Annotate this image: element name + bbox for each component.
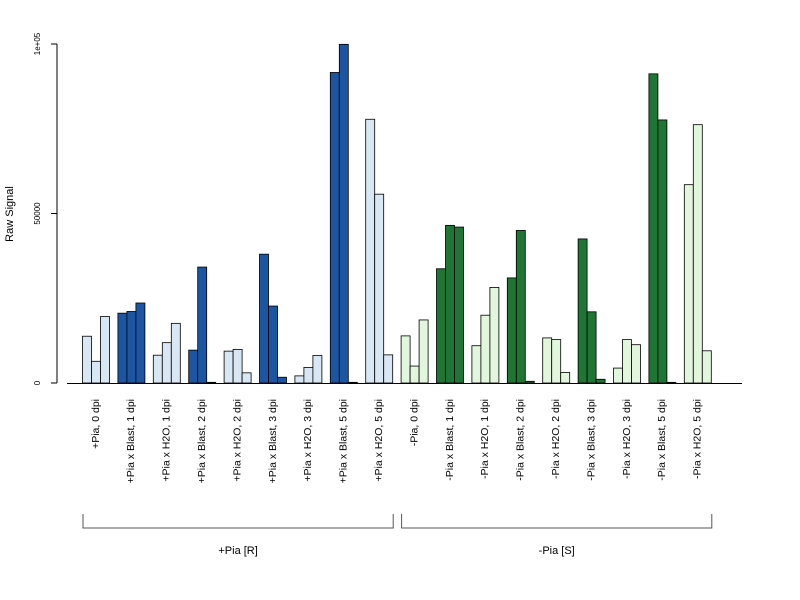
y-tick-label: 1e+05 <box>33 32 42 55</box>
x-tick-label: -Pia x H2O, 1 dpi <box>479 399 491 479</box>
bar <box>418 319 429 384</box>
bar <box>631 344 641 384</box>
bar <box>666 381 677 384</box>
bar <box>294 375 305 384</box>
bar <box>692 124 703 384</box>
bar <box>613 367 623 384</box>
bar <box>100 316 110 384</box>
bar <box>126 311 137 384</box>
bar <box>91 360 101 384</box>
group-bracket <box>82 514 394 529</box>
y-axis: 0 50000 1e+05 <box>33 32 58 385</box>
bar <box>259 253 269 384</box>
bar <box>197 266 208 384</box>
bar <box>152 354 163 384</box>
x-tick-label: +Pia, 0 dpi <box>90 399 102 449</box>
x-tick-label: +Pia x H2O, 1 dpi <box>161 399 173 482</box>
x-tick-label: +Pia x H2O, 5 dpi <box>373 399 385 482</box>
bar <box>383 354 394 384</box>
x-tick-label: +Pia x Blast, 2 dpi <box>196 399 208 483</box>
bar <box>586 311 597 384</box>
group-label: +Pia [R] <box>218 545 257 557</box>
bar <box>542 337 553 384</box>
bar <box>329 72 340 384</box>
bar <box>232 349 243 384</box>
x-tick-label: +Pia x Blast, 5 dpi <box>338 399 350 483</box>
bar <box>268 305 278 384</box>
bar <box>701 350 712 384</box>
y-tick-label: 50000 <box>33 202 42 225</box>
bar <box>170 322 181 384</box>
bar <box>436 268 446 384</box>
bar <box>117 312 128 384</box>
bar <box>347 381 358 384</box>
x-tick-label: -Pia x Blast, 1 dpi <box>444 399 456 481</box>
x-tick-label: -Pia x Blast, 5 dpi <box>656 399 668 481</box>
bar <box>551 339 562 384</box>
bar <box>409 365 420 384</box>
x-tick-label: +Pia x H2O, 2 dpi <box>231 399 243 482</box>
bar <box>648 73 659 384</box>
x-tick-label: +Pia x Blast, 3 dpi <box>267 399 279 483</box>
group-label: -Pia [S] <box>539 545 575 557</box>
bar <box>188 349 199 384</box>
bar <box>506 277 517 384</box>
bar <box>515 230 526 384</box>
group-brackets: +Pia [R] -Pia [S] <box>82 514 713 557</box>
bar <box>135 302 146 384</box>
bar <box>454 226 464 384</box>
bar <box>577 238 588 384</box>
bar <box>480 314 491 384</box>
x-tick-label: -Pia, 0 dpi <box>408 399 420 446</box>
bar <box>560 372 571 384</box>
bar <box>303 367 314 384</box>
bar <box>622 339 632 384</box>
bar <box>241 372 252 384</box>
x-tick-label: -Pia x H2O, 3 dpi <box>621 399 633 479</box>
bar <box>471 345 482 384</box>
bar <box>489 287 500 384</box>
bar <box>657 119 668 384</box>
bar <box>595 378 606 384</box>
bar <box>338 43 349 384</box>
bar <box>161 342 172 384</box>
bar <box>524 380 535 384</box>
x-tick-label: -Pia x Blast, 3 dpi <box>585 399 597 481</box>
bar <box>683 184 694 384</box>
x-tick-label: +Pia x H2O, 3 dpi <box>302 399 314 482</box>
bar <box>374 193 385 384</box>
x-tick-label: -Pia x Blast, 2 dpi <box>515 399 527 481</box>
bar <box>82 335 92 384</box>
bars <box>82 43 712 384</box>
group-bracket <box>401 514 713 529</box>
bar <box>365 118 376 384</box>
bar <box>206 381 217 384</box>
bar <box>400 335 411 384</box>
y-tick-label: 0 <box>33 380 42 385</box>
bar <box>223 350 234 384</box>
x-tick-label: -Pia x H2O, 5 dpi <box>692 399 704 479</box>
x-tick-label: +Pia x Blast, 1 dpi <box>125 399 137 483</box>
y-axis-label: Raw Signal <box>4 186 16 242</box>
x-tick-label: -Pia x H2O, 2 dpi <box>550 399 562 479</box>
bar <box>445 224 455 384</box>
x-tick-labels: +Pia, 0 dpi +Pia x Blast, 1 dpi +Pia x H2O… <box>90 399 704 483</box>
bar <box>312 355 323 384</box>
bar <box>277 376 287 384</box>
